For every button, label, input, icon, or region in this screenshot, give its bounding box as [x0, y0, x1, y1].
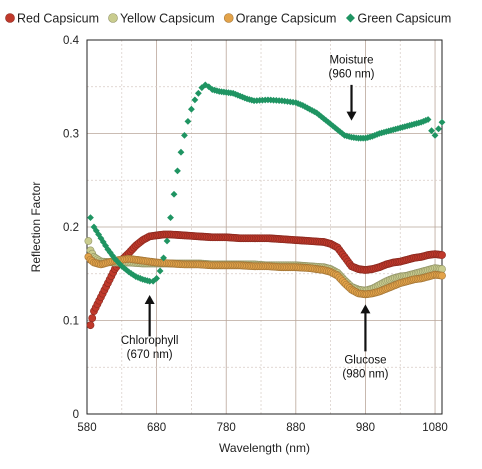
data-point [95, 231, 103, 238]
y-axis-label: Reflection Factor [29, 182, 43, 273]
y-tick-label: 0 [73, 409, 79, 421]
tick-labels: 580 680 780 880 980 1080 0 0.1 0.2 0.3 0.4 [63, 35, 448, 434]
annotation: Glucose (980 nm) [342, 304, 389, 381]
data-point [313, 109, 321, 117]
annotation: Moisture (960 nm) [328, 54, 375, 121]
data-point [201, 81, 209, 89]
data-point [310, 108, 318, 116]
legend-label: Orange Capsicum [236, 12, 337, 26]
y-tick-label: 0.2 [63, 222, 79, 234]
data-point [88, 314, 97, 323]
annotation-label: Moisture [329, 54, 373, 66]
series-red-capsicum [86, 230, 446, 330]
data-point [338, 130, 346, 137]
legend-item: Orange Capsicum [223, 12, 337, 26]
data-point [102, 242, 109, 250]
y-tick-label: 0.4 [63, 35, 80, 47]
x-tick-label: 780 [217, 422, 236, 434]
legend-item: Yellow Capsicum [108, 12, 215, 26]
data-point [113, 257, 121, 265]
data-point [431, 131, 439, 139]
data-point [320, 115, 328, 122]
data-point [299, 102, 307, 109]
data-point [424, 116, 432, 123]
legend-label: Green Capsicum [357, 12, 451, 26]
data-point [191, 96, 199, 104]
x-tick-label: 880 [286, 422, 305, 434]
series-layer [84, 81, 446, 330]
plot-frame [86, 39, 443, 415]
annotation-arrowhead [144, 294, 155, 304]
data-point [163, 237, 171, 245]
data-point [156, 267, 164, 275]
annotation-label: Chlorophyll [121, 335, 179, 347]
data-point [184, 117, 192, 125]
data-point [198, 84, 206, 92]
data-point [99, 238, 107, 246]
data-point [125, 268, 133, 276]
x-tick-label: 580 [77, 422, 96, 434]
x-axis-label: Wavelength (nm) [219, 441, 310, 455]
legend-item: Red Capsicum [5, 12, 99, 26]
data-point [174, 167, 181, 175]
y-tick-label: 0.3 [63, 129, 79, 141]
annotation-arrowhead [346, 111, 357, 121]
legend-label: Yellow Capsicum [120, 12, 215, 26]
data-point [194, 89, 202, 97]
annotation-label: (980 nm) [342, 369, 388, 381]
y-tick-label: 0.1 [63, 316, 79, 328]
data-point [438, 251, 446, 259]
data-point [87, 214, 94, 222]
x-tick-label: 980 [356, 422, 375, 434]
data-point [324, 118, 332, 126]
annotations: Moisture (960 nm) Chlorophyll (670 nm) Gluco… [121, 54, 389, 380]
annotation-label: (670 nm) [127, 349, 173, 361]
series-green-capsicum [87, 81, 446, 285]
data-point [181, 131, 188, 139]
data-point [205, 83, 213, 91]
legend-label: Red Capsicum [17, 12, 99, 26]
annotation: Chlorophyll (670 nm) [121, 294, 179, 361]
data-point [170, 190, 178, 198]
annotation-label: Glucose [344, 355, 386, 367]
data-point [438, 118, 446, 126]
legend-item: Green Capsicum [345, 12, 451, 26]
legend-marker [108, 13, 118, 23]
data-point [84, 237, 93, 245]
data-point [177, 148, 185, 156]
x-tick-label: 1080 [422, 422, 448, 434]
data-point [428, 127, 435, 135]
data-point [86, 321, 95, 330]
data-point [438, 271, 446, 280]
data-point [127, 270, 135, 277]
data-point [153, 275, 161, 282]
legend-marker [345, 13, 355, 23]
data-point [435, 125, 442, 133]
series-orange-capsicum [84, 253, 446, 299]
legend-marker [5, 13, 15, 23]
data-point [146, 277, 154, 285]
annotation-label: (960 nm) [328, 68, 374, 80]
data-point [92, 227, 100, 235]
legend-marker [223, 13, 234, 23]
data-point [116, 260, 123, 268]
data-point [160, 254, 167, 262]
data-point [188, 105, 195, 113]
x-tick-label: 680 [147, 422, 166, 434]
annotation-arrowhead [360, 304, 371, 314]
data-point [106, 249, 114, 256]
data-point [167, 214, 174, 222]
data-point [327, 120, 335, 128]
legend: Red Capsicum Yellow Capsicum Orange Capsic… [5, 12, 451, 26]
